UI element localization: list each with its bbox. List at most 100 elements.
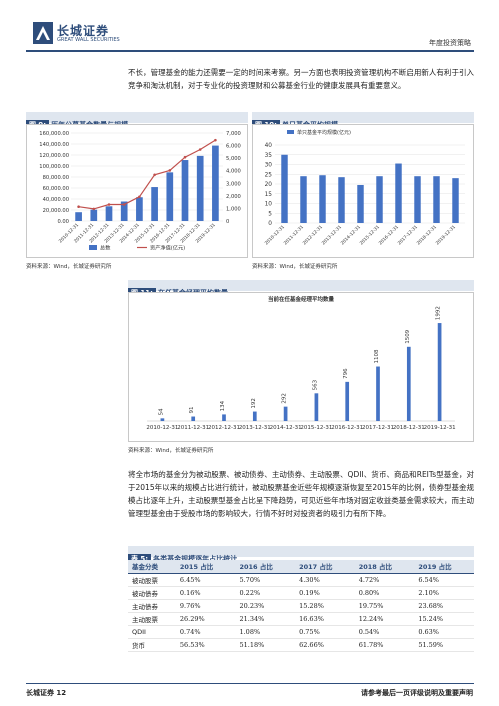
- fund-category-cell: 被动股票: [128, 573, 176, 587]
- share-value-cell: 15.28%: [295, 599, 355, 613]
- x-tick-label: 2010-12-31: [146, 425, 178, 431]
- footer-page-label: 长城证券 12: [26, 689, 67, 697]
- y-left-tick: 80,000.00: [43, 175, 69, 181]
- share-value-cell: 0.19%: [295, 586, 355, 600]
- bar: [196, 155, 204, 221]
- x-tick-label: 2016-12-31: [331, 425, 363, 431]
- bar: [345, 381, 350, 421]
- table-header-cell: 2017 占比: [295, 560, 355, 574]
- line-point: [198, 148, 202, 151]
- line-point: [77, 205, 80, 208]
- table-header-cell: 2019 占比: [414, 560, 474, 574]
- x-tick-label: 2017-12-31: [362, 425, 394, 431]
- average-fund-size-chart: 单只基金平均规模(亿元)05101520253035402010-12-3120…: [264, 129, 465, 246]
- data-label: 563: [312, 379, 318, 390]
- bar: [319, 175, 326, 223]
- table-row: 被动股票 6.45% 5.70% 4.30% 4.72% 6.54%: [128, 573, 474, 587]
- table-header-row: 基金分类 2015 占比 2016 占比 2017 占比 2018 占比 2019 占比: [128, 560, 474, 574]
- bar: [136, 197, 143, 221]
- share-value-cell: 62.66%: [295, 638, 355, 652]
- bar: [252, 411, 257, 421]
- y-tick: 10: [265, 202, 273, 208]
- x-tick-label: 2013-12-31: [239, 425, 271, 431]
- share-value-cell: 0.75%: [295, 625, 355, 639]
- bar: [433, 176, 440, 223]
- y-tick: 0: [268, 221, 272, 227]
- share-value-cell: 0.74%: [175, 625, 236, 639]
- y-tick: 15: [265, 192, 273, 198]
- share-value-cell: 20.23%: [235, 599, 296, 613]
- bar: [357, 184, 364, 223]
- line-point: [153, 173, 156, 177]
- line-point: [107, 203, 111, 206]
- share-value-cell: 6.54%: [414, 573, 474, 587]
- company-logo: 长城证券 GREAT WALL SECURITIES: [33, 22, 133, 48]
- table-5-number: 表 5:: [128, 554, 152, 565]
- data-label: 1509: [405, 329, 411, 343]
- bar: [376, 366, 380, 421]
- y-left-tick: 40,000.00: [43, 197, 69, 203]
- fund-count-size-chart: 0.00 20,000.00 40,000.00 60,000.00 80,000.00…: [39, 131, 241, 252]
- share-value-cell: 4.30%: [295, 573, 355, 587]
- share-value-cell: 0.16%: [175, 586, 236, 600]
- figure-9-title: 图 9:历年公募基金数量与规模: [26, 112, 248, 131]
- share-value-cell: 23.68%: [414, 599, 474, 613]
- share-value-cell: 51.18%: [235, 638, 296, 652]
- legend-label-count: 总数: [100, 244, 111, 252]
- line-point: [183, 155, 187, 159]
- figure-11-title: 图 11:在任基金经理平均数量: [128, 280, 474, 299]
- data-label: 292: [282, 393, 288, 404]
- share-value-cell: 6.45%: [175, 573, 236, 587]
- line-point: [122, 203, 126, 206]
- table-row: 被动债券 0.16% 0.22% 0.19% 0.80% 2.10%: [128, 586, 474, 600]
- share-value-cell: 9.76%: [175, 599, 236, 613]
- y-right-tick: 6,000: [226, 144, 241, 150]
- share-value-cell: 56.53%: [175, 638, 236, 652]
- table-header-cell: 基金分类: [128, 560, 176, 574]
- x-tick-label: 2015-12-31: [300, 425, 332, 431]
- table-header-cell: 2015 占比: [175, 560, 236, 574]
- line-point: [92, 207, 96, 211]
- y-tick: 30: [265, 163, 273, 169]
- y-right-tick: 3,000: [226, 181, 241, 187]
- share-value-cell: 0.54%: [354, 625, 415, 639]
- share-value-cell: 2.10%: [414, 586, 474, 600]
- y-right-tick: 1,000: [226, 206, 241, 212]
- data-label: 192: [251, 398, 257, 409]
- y-right-tick: 4,000: [226, 169, 241, 175]
- line-point: [214, 138, 217, 142]
- bar: [90, 209, 98, 221]
- y-tick: 25: [265, 172, 273, 178]
- share-value-cell: 16.63%: [295, 612, 355, 626]
- y-right-tick: 7,000: [226, 131, 241, 137]
- share-value-cell: 1.08%: [235, 625, 296, 639]
- data-label: 134: [220, 400, 226, 411]
- bar: [338, 177, 345, 223]
- table-row: 主动股票 26.29% 21.34% 16.63% 12.24% 15.24%: [128, 612, 474, 626]
- y-tick: 40: [265, 143, 273, 149]
- data-label: 796: [343, 368, 349, 379]
- table-row: 主动债券 9.76% 20.23% 15.28% 19.75% 23.68%: [128, 599, 474, 613]
- chart-title: 当前在任基金经理平均数量: [268, 295, 335, 303]
- line-point: [168, 169, 172, 172]
- table-header-cell: 2016 占比: [235, 560, 296, 574]
- share-value-cell: 51.59%: [414, 638, 474, 652]
- document-type: 年度投资策略: [429, 39, 471, 47]
- x-tick-label: 2019-12-31: [435, 224, 457, 246]
- fund-category-cell: 被动债券: [128, 586, 176, 600]
- great-wall-logo-icon: [33, 22, 53, 44]
- intro-paragraph: 不长，管理基金的能力还需要一定的时间来考察。另一方面也表明投资管理机构不断启用新…: [128, 68, 474, 90]
- share-value-cell: 4.72%: [354, 573, 415, 587]
- line-point: [138, 195, 141, 199]
- bar: [283, 406, 288, 421]
- bar: [406, 346, 411, 421]
- y-tick: 35: [265, 153, 273, 159]
- x-tick-label: 2019-12-31: [424, 425, 456, 431]
- figure-10-source: 资料来源：Wind，长城证券研究所: [252, 264, 338, 270]
- fund-category-cell: QDII: [128, 625, 176, 639]
- bar: [151, 187, 158, 221]
- fund-manager-count-chart: 当前在任基金经理平均数量 54 91 134 192 292 563 796 1108 1509 1…: [146, 295, 456, 431]
- x-tick-label: 2018-12-31: [393, 425, 425, 431]
- legend-label-nav: 资产净值(亿元): [150, 244, 185, 252]
- y-left-tick: 60,000.00: [43, 186, 69, 192]
